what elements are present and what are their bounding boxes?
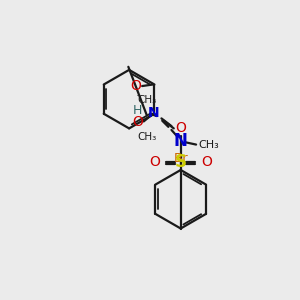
Text: N: N [148, 106, 159, 120]
Text: O: O [175, 122, 186, 135]
Text: S: S [175, 152, 187, 170]
Text: H: H [133, 104, 142, 117]
Text: CH₃: CH₃ [137, 132, 156, 142]
Text: Br: Br [174, 152, 189, 165]
Text: O: O [202, 155, 212, 169]
Text: CH₃: CH₃ [198, 140, 219, 150]
Text: methoxy: methoxy [137, 94, 143, 96]
Text: O: O [149, 155, 160, 169]
Text: CH₃: CH₃ [137, 94, 156, 104]
Text: O: O [130, 79, 141, 93]
Text: N: N [174, 133, 188, 151]
Text: O: O [132, 115, 143, 129]
